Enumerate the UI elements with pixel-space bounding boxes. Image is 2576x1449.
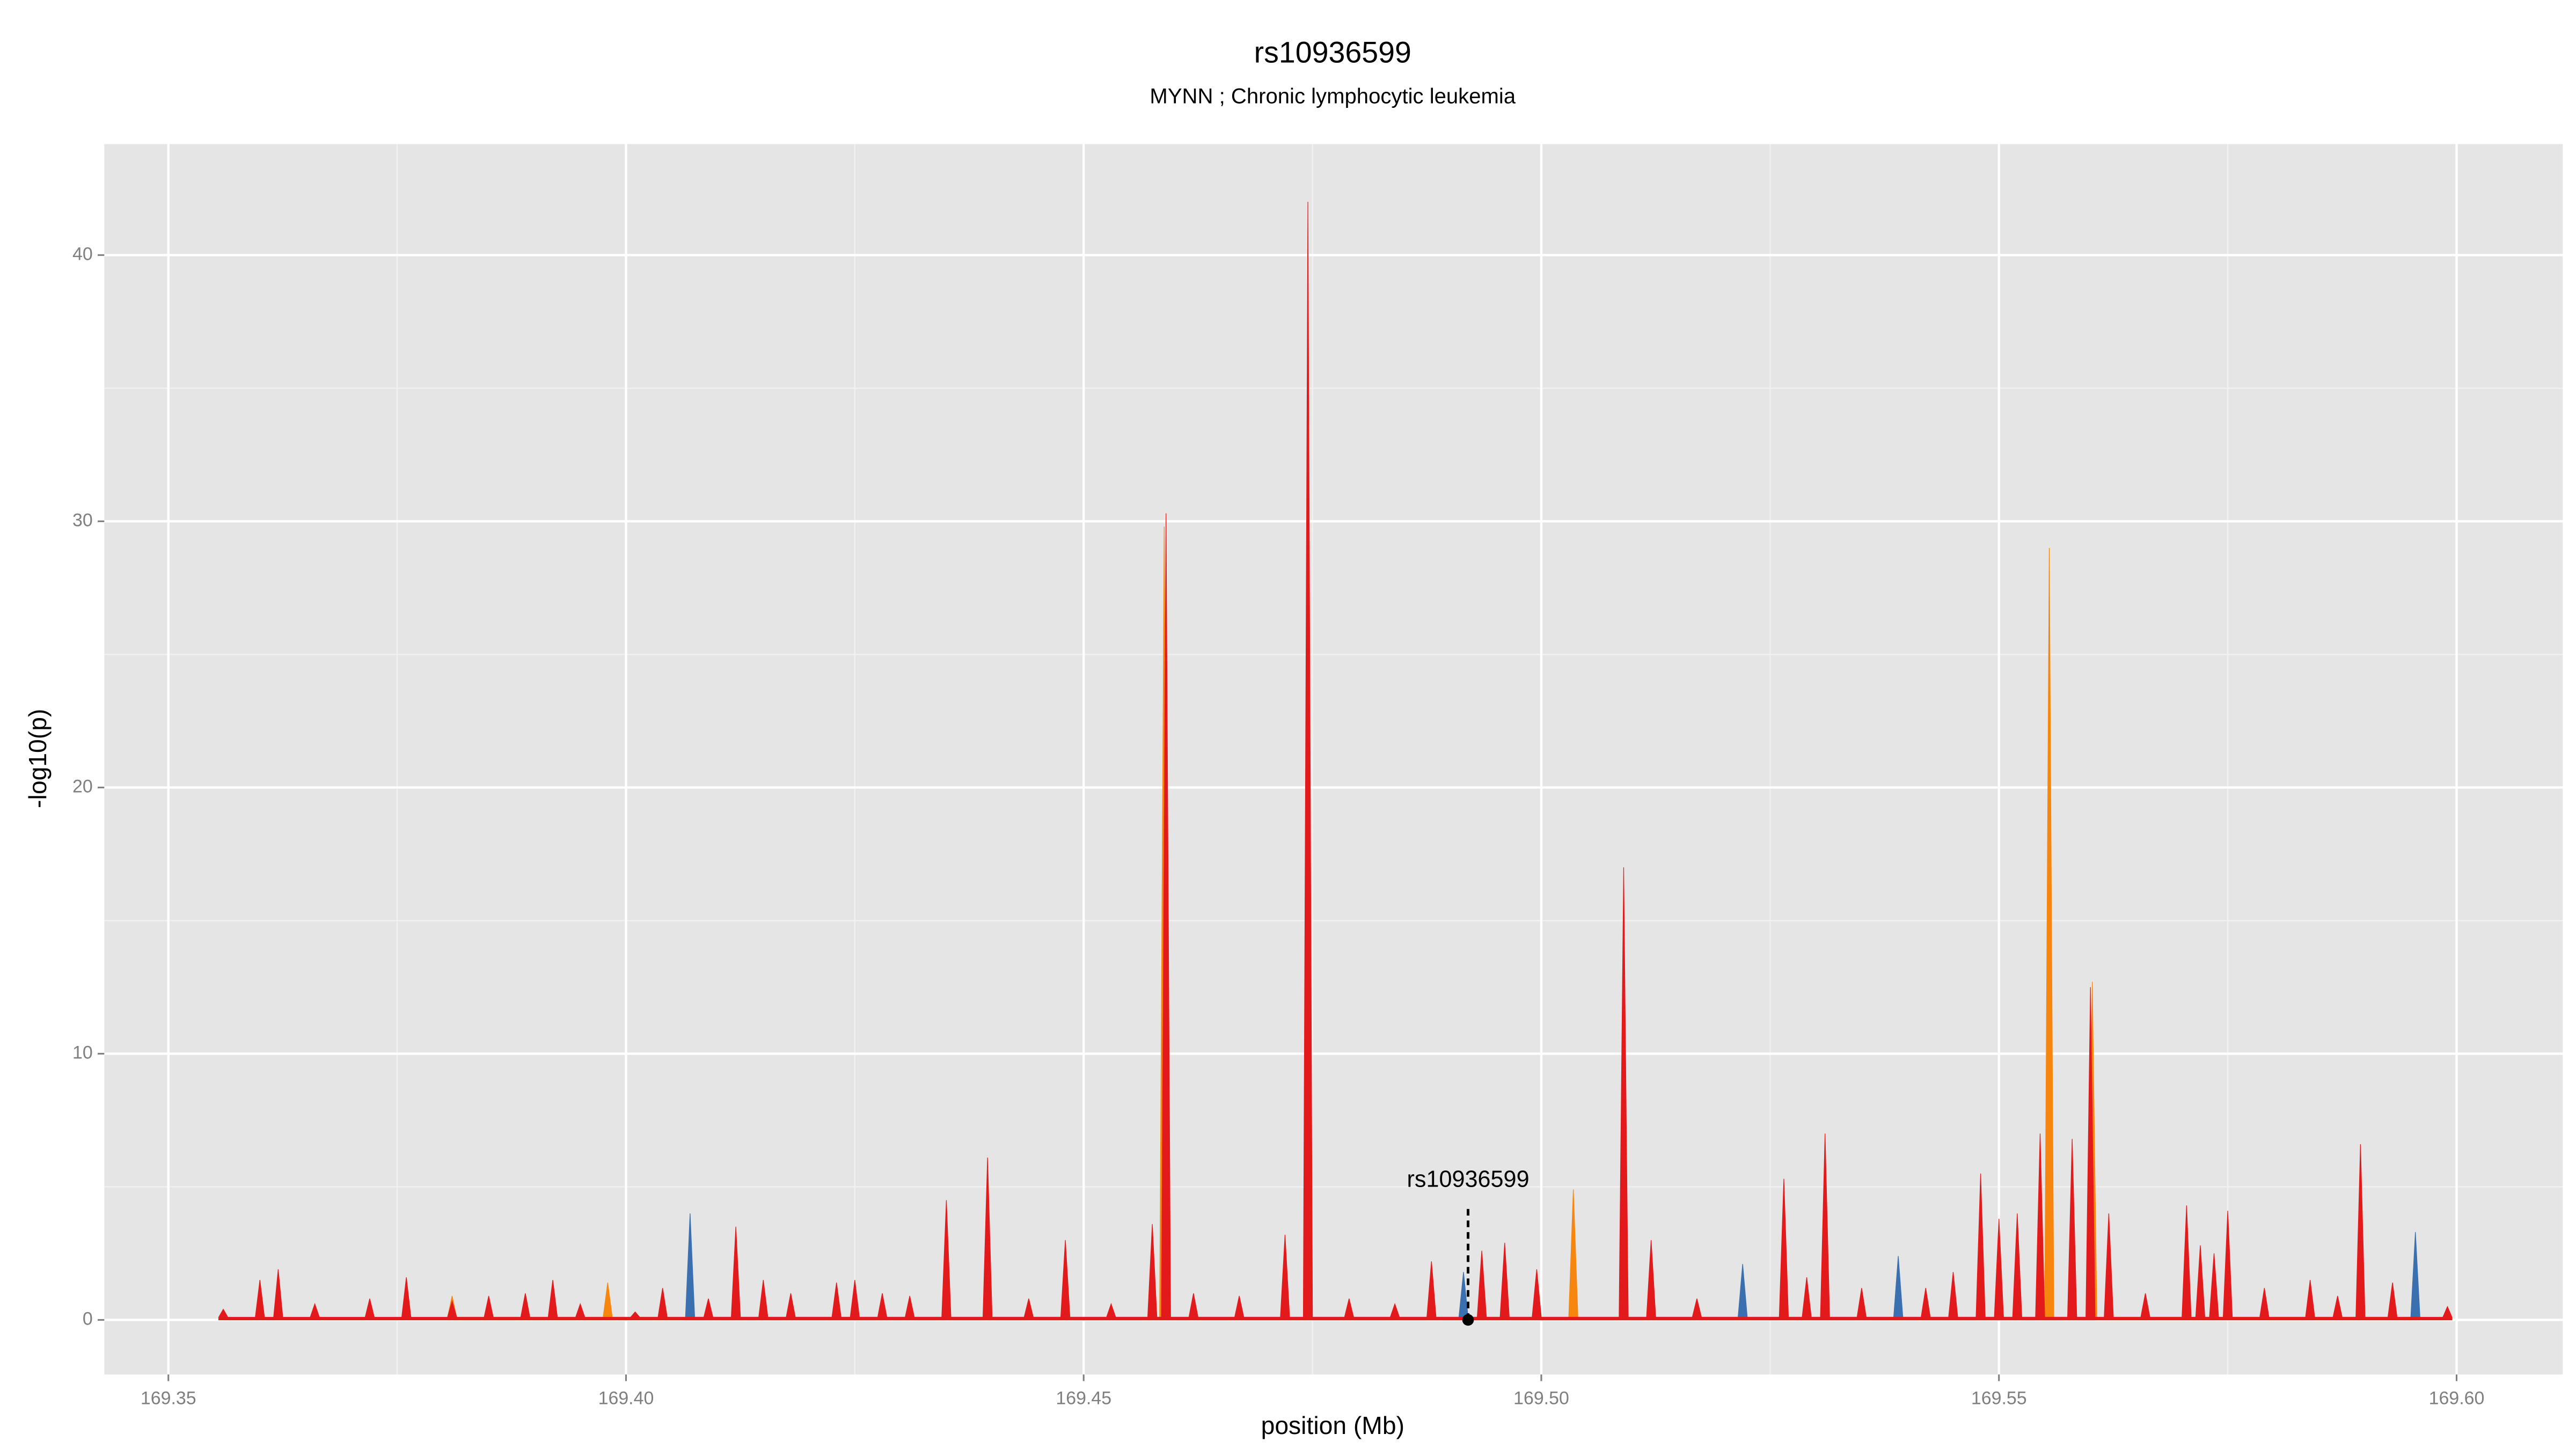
- y-tick-label: 0: [83, 1308, 93, 1329]
- annotation-point: [1462, 1314, 1474, 1326]
- x-tick-label: 169.60: [2429, 1388, 2485, 1408]
- area-series: [685, 1213, 2420, 1321]
- area-series: [218, 202, 2453, 1321]
- y-tick-label: 20: [72, 776, 93, 796]
- y-tick-label: 30: [72, 510, 93, 530]
- x-axis-label: position (Mb): [1261, 1411, 1404, 1439]
- x-tick-label: 169.45: [1056, 1388, 1111, 1408]
- y-tick-label: 40: [72, 244, 93, 264]
- chart-title: rs10936599: [1254, 35, 1411, 69]
- y-tick-label: 10: [72, 1042, 93, 1063]
- x-tick-label: 169.50: [1513, 1388, 1569, 1408]
- plot-panel: [104, 144, 2563, 1375]
- annotation-label: rs10936599: [1407, 1167, 1529, 1192]
- chart-subtitle: MYNN ; Chronic lymphocytic leukemia: [1150, 85, 1516, 108]
- y-axis-label: -log10(p): [24, 709, 52, 808]
- x-tick-label: 169.35: [141, 1388, 196, 1408]
- x-tick-label: 169.55: [1971, 1388, 2027, 1408]
- x-tick-label: 169.40: [598, 1388, 654, 1408]
